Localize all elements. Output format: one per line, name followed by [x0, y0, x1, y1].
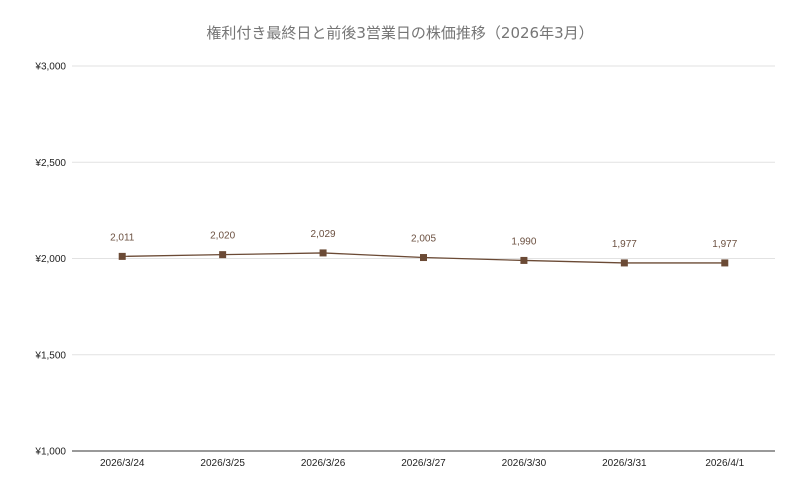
data-label: 2,011	[110, 232, 135, 243]
data-label: 2,020	[210, 231, 235, 242]
data-label: 1,990	[511, 236, 536, 247]
x-tick-label: 2026/3/25	[200, 458, 245, 469]
data-label: 2,029	[311, 229, 336, 240]
chart-title: 権利付き最終日と前後3営業日の株価推移（2026年3月）	[206, 24, 594, 42]
y-tick-label: ¥2,000	[34, 254, 66, 265]
data-label: 2,005	[411, 234, 436, 245]
x-tick-label: 2026/3/27	[401, 458, 446, 469]
y-tick-label: ¥1,000	[34, 447, 66, 458]
x-tick-label: 2026/3/24	[100, 458, 145, 469]
data-point	[420, 254, 427, 262]
data-label: 1,977	[612, 239, 637, 250]
data-point	[620, 259, 628, 267]
data-point	[219, 251, 227, 259]
data-point	[721, 259, 729, 267]
data-point	[520, 256, 528, 264]
y-tick-label: ¥1,500	[34, 350, 66, 361]
y-tick-label: ¥2,500	[34, 158, 66, 169]
x-tick-label: 2026/3/26	[301, 458, 346, 469]
data-point	[118, 252, 126, 260]
x-tick-label: 2026/3/31	[602, 458, 647, 469]
data-label: 1,977	[712, 239, 737, 250]
x-tick-label: 2026/3/30	[502, 458, 547, 469]
x-tick-label: 2026/4/1	[705, 458, 744, 469]
y-tick-label: ¥3,000	[34, 62, 66, 73]
data-point	[319, 249, 327, 257]
